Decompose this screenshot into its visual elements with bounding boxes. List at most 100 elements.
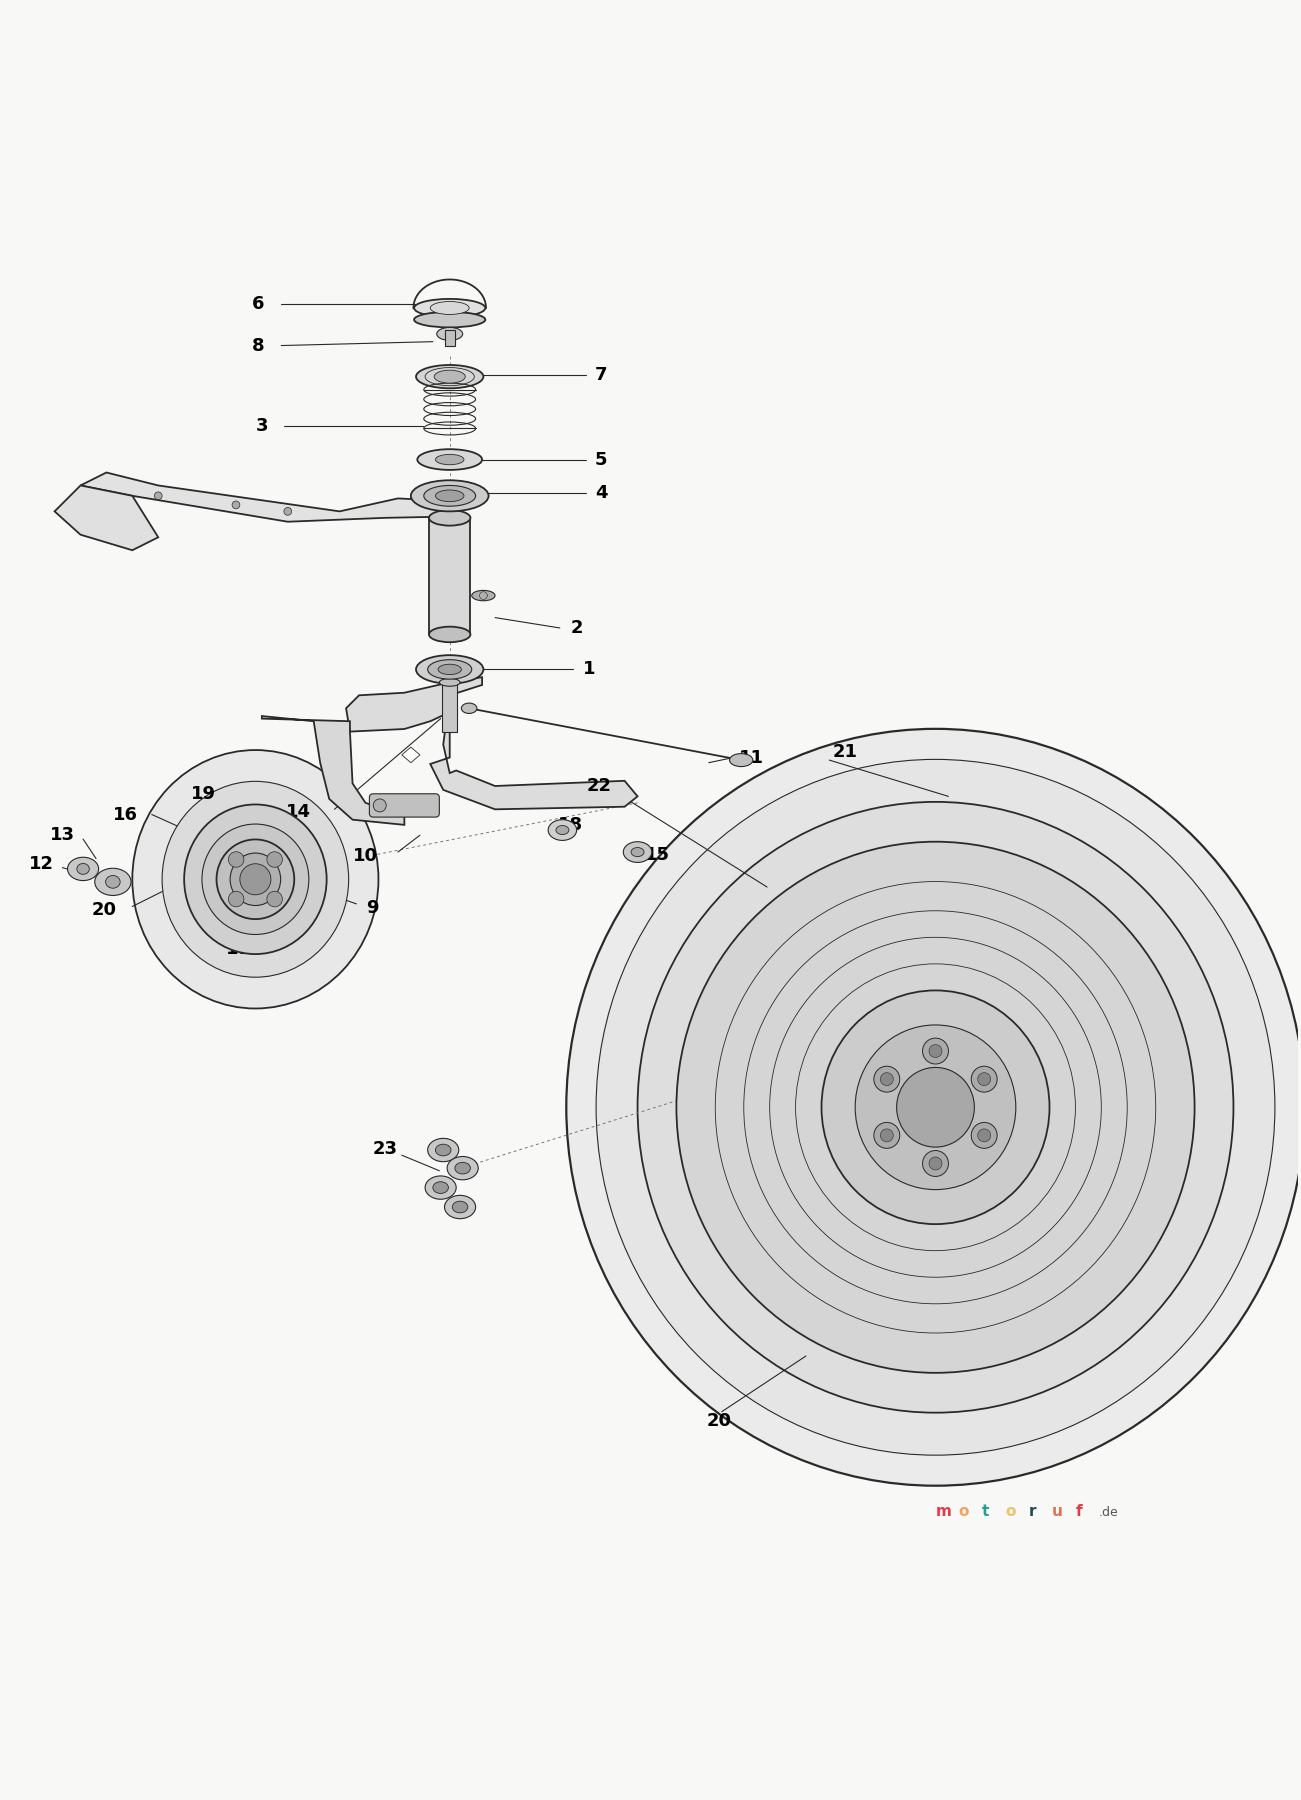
Polygon shape — [402, 747, 420, 763]
Text: 19: 19 — [191, 785, 216, 803]
Ellipse shape — [416, 655, 484, 684]
Ellipse shape — [418, 450, 483, 470]
Ellipse shape — [631, 848, 644, 857]
Ellipse shape — [623, 842, 652, 862]
Circle shape — [922, 1150, 948, 1177]
Ellipse shape — [416, 365, 484, 389]
Ellipse shape — [411, 481, 489, 511]
Ellipse shape — [548, 819, 576, 841]
Text: 10: 10 — [353, 848, 379, 866]
Ellipse shape — [436, 454, 464, 464]
Polygon shape — [55, 486, 159, 551]
Ellipse shape — [440, 679, 461, 686]
Circle shape — [978, 1129, 990, 1141]
Circle shape — [874, 1066, 900, 1093]
Circle shape — [978, 1073, 990, 1085]
Circle shape — [929, 1044, 942, 1058]
FancyBboxPatch shape — [442, 682, 458, 731]
Circle shape — [972, 1123, 997, 1148]
Circle shape — [881, 1129, 894, 1141]
FancyBboxPatch shape — [429, 518, 471, 634]
Circle shape — [972, 1066, 997, 1093]
Ellipse shape — [414, 299, 485, 317]
Ellipse shape — [435, 371, 466, 383]
Text: 5: 5 — [595, 450, 608, 468]
Text: 21: 21 — [833, 743, 857, 761]
Text: 3: 3 — [255, 418, 268, 436]
Ellipse shape — [163, 781, 349, 977]
Ellipse shape — [216, 839, 294, 920]
Polygon shape — [81, 473, 450, 522]
Ellipse shape — [202, 824, 308, 934]
Circle shape — [922, 1039, 948, 1064]
Text: 23: 23 — [372, 1139, 397, 1157]
Text: m: m — [935, 1505, 951, 1519]
Ellipse shape — [596, 760, 1275, 1454]
Ellipse shape — [437, 328, 463, 340]
Ellipse shape — [455, 1163, 471, 1174]
Ellipse shape — [105, 875, 120, 887]
Circle shape — [229, 891, 243, 907]
Ellipse shape — [436, 490, 464, 502]
Circle shape — [284, 508, 291, 515]
Ellipse shape — [462, 704, 477, 713]
Ellipse shape — [95, 868, 131, 895]
Polygon shape — [262, 716, 405, 824]
Text: r: r — [1029, 1505, 1037, 1519]
Text: 13: 13 — [49, 826, 75, 844]
Ellipse shape — [230, 853, 281, 905]
Text: o: o — [1006, 1505, 1016, 1519]
Circle shape — [155, 491, 163, 500]
Ellipse shape — [448, 1156, 479, 1179]
Ellipse shape — [429, 626, 471, 643]
Circle shape — [881, 1073, 894, 1085]
Text: 22: 22 — [587, 778, 611, 796]
Text: 8: 8 — [251, 337, 264, 355]
Ellipse shape — [433, 1183, 449, 1193]
Ellipse shape — [730, 754, 753, 767]
Text: 9: 9 — [366, 898, 379, 916]
Text: 4: 4 — [595, 484, 608, 502]
Ellipse shape — [373, 799, 386, 812]
Ellipse shape — [821, 990, 1050, 1224]
Ellipse shape — [472, 590, 496, 601]
Text: f: f — [1076, 1505, 1082, 1519]
Polygon shape — [346, 677, 637, 810]
Text: u: u — [1053, 1505, 1063, 1519]
FancyBboxPatch shape — [445, 329, 455, 346]
Ellipse shape — [424, 486, 476, 506]
Text: 20: 20 — [706, 1411, 731, 1429]
FancyBboxPatch shape — [369, 794, 440, 817]
Ellipse shape — [637, 801, 1233, 1413]
Ellipse shape — [855, 1024, 1016, 1190]
Circle shape — [232, 500, 239, 509]
Text: 18: 18 — [558, 815, 583, 833]
Ellipse shape — [77, 864, 90, 875]
Text: o: o — [959, 1505, 969, 1519]
Circle shape — [929, 1157, 942, 1170]
Text: 6: 6 — [251, 295, 264, 313]
Ellipse shape — [425, 1175, 457, 1199]
Text: 12: 12 — [29, 855, 55, 873]
Ellipse shape — [453, 1201, 468, 1213]
Circle shape — [874, 1123, 900, 1148]
Ellipse shape — [428, 659, 472, 679]
Ellipse shape — [445, 1195, 476, 1219]
Ellipse shape — [566, 729, 1301, 1485]
Ellipse shape — [438, 664, 462, 675]
Ellipse shape — [436, 1145, 451, 1156]
Circle shape — [267, 851, 282, 868]
Text: 17: 17 — [226, 940, 251, 958]
Text: 2: 2 — [570, 619, 583, 637]
Ellipse shape — [414, 311, 485, 328]
Text: 20: 20 — [91, 902, 116, 920]
Ellipse shape — [428, 1138, 459, 1161]
Circle shape — [267, 891, 282, 907]
Circle shape — [229, 851, 243, 868]
Text: 16: 16 — [113, 806, 138, 824]
Text: t: t — [982, 1505, 990, 1519]
Ellipse shape — [677, 842, 1194, 1373]
Ellipse shape — [68, 857, 99, 880]
Text: 11: 11 — [739, 749, 764, 767]
Ellipse shape — [239, 864, 271, 895]
